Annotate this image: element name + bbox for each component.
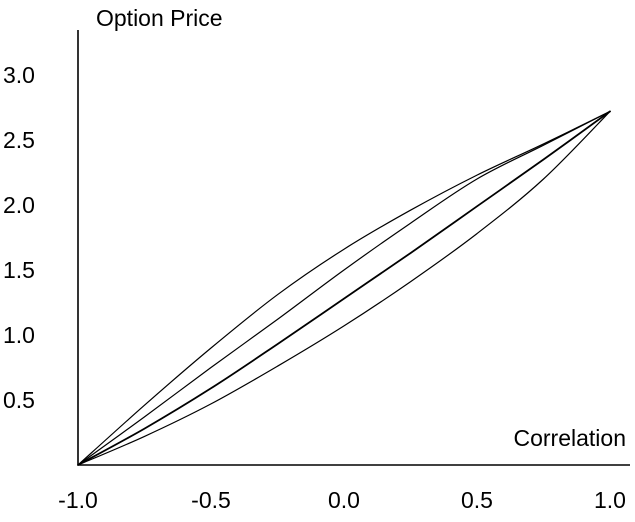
y-tick-label: 1.5 bbox=[3, 257, 35, 283]
x-tick-label: 1.0 bbox=[594, 487, 626, 513]
series-line bbox=[77, 110, 611, 466]
series-line bbox=[77, 110, 611, 466]
y-tick-label: 0.5 bbox=[3, 387, 35, 413]
y-axis-label: Option Price bbox=[96, 5, 223, 31]
y-tick-label: 1.0 bbox=[3, 322, 35, 348]
y-tick-labels: 0.5 1.0 1.5 2.0 2.5 3.0 bbox=[3, 62, 35, 413]
x-tick-labels: -1.0 -0.5 0.0 0.5 1.0 bbox=[58, 487, 626, 513]
series-line bbox=[77, 110, 611, 466]
x-tick-label: -1.0 bbox=[58, 487, 98, 513]
y-tick-label: 2.0 bbox=[3, 192, 35, 218]
x-tick-label: 0.5 bbox=[461, 487, 493, 513]
x-tick-label: 0.0 bbox=[328, 487, 360, 513]
x-tick-label: -0.5 bbox=[191, 487, 231, 513]
series-line bbox=[77, 110, 611, 466]
y-tick-label: 2.5 bbox=[3, 127, 35, 153]
plot-lines bbox=[77, 110, 611, 466]
y-tick-label: 3.0 bbox=[3, 62, 35, 88]
x-axis-label: Correlation bbox=[514, 425, 627, 451]
